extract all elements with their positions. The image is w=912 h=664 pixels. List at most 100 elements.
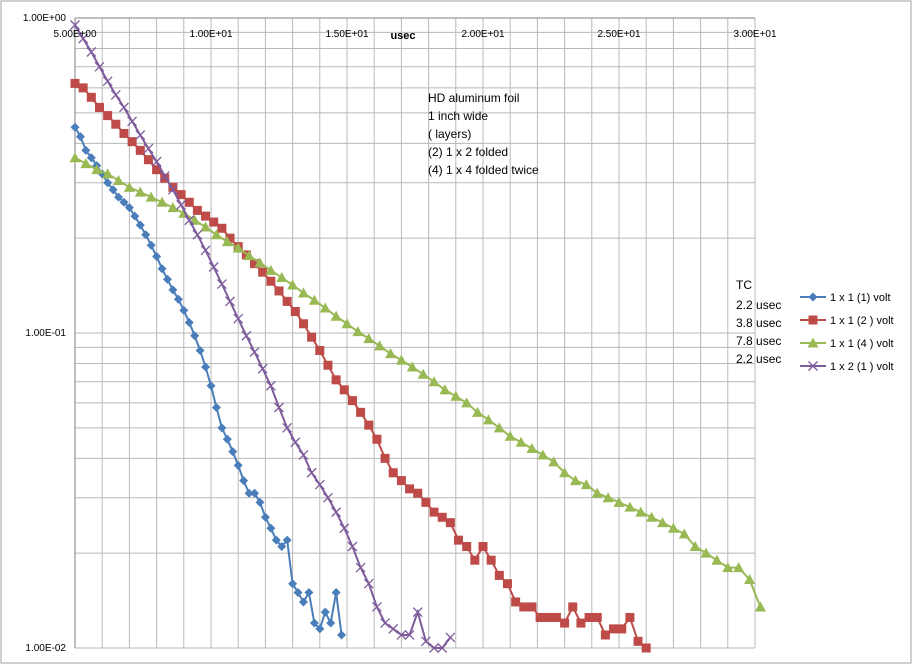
data-point [282, 535, 292, 545]
data-point [559, 467, 571, 478]
data-point [243, 250, 255, 261]
data-point [217, 223, 227, 233]
x-mark-stroke [331, 507, 342, 518]
legend-entry: 1 x 1 (1) volt [800, 292, 891, 304]
x-axis-title: usec [390, 30, 415, 42]
data-point [323, 492, 333, 503]
data-point [208, 262, 219, 272]
data-point [221, 236, 233, 247]
x-mark-stroke [347, 541, 358, 552]
x-tick-label: 1.50E+01 [325, 29, 369, 40]
data-point [461, 397, 473, 408]
x-mark-stroke [167, 184, 178, 195]
x-mark-stroke [249, 347, 260, 358]
data-point [103, 178, 113, 188]
x-mark-stroke [388, 623, 399, 634]
data-point [347, 396, 357, 406]
data-point [347, 541, 358, 552]
annotation-line: (4) 1 x 4 folded twice [428, 163, 539, 177]
data-point [445, 518, 455, 528]
data-point [168, 182, 178, 192]
data-point [277, 542, 287, 552]
data-point [551, 612, 561, 622]
series-layer [69, 20, 766, 653]
data-point [127, 116, 138, 127]
data-point [297, 287, 309, 298]
data-point [454, 535, 464, 545]
data-point [428, 376, 440, 387]
data-point [641, 643, 651, 653]
data-point [156, 196, 168, 207]
tc-value: 3.8 usec [736, 316, 781, 330]
data-point [167, 202, 179, 213]
data-point [689, 541, 701, 552]
data-point [192, 229, 203, 240]
data-point [157, 264, 167, 274]
data-point [395, 354, 407, 365]
data-point [625, 612, 635, 622]
data-point [293, 588, 303, 598]
data-point [127, 137, 137, 147]
data-point [504, 430, 516, 441]
x-mark-stroke [420, 636, 431, 647]
data-point [494, 570, 504, 580]
data-point [152, 165, 162, 175]
annotation-block: HD aluminum foil 1 inch wide ( layers) (2) … [428, 91, 539, 177]
annotation-line: (2) 1 x 2 folded [428, 145, 508, 159]
data-point [290, 307, 300, 317]
data-point [429, 643, 439, 653]
data-point [450, 390, 462, 401]
x-mark-stroke [371, 601, 382, 612]
data-point [486, 555, 496, 565]
x-mark-stroke [200, 245, 211, 256]
data-point [298, 450, 309, 460]
data-point [363, 333, 375, 344]
x-mark-stroke [216, 279, 227, 290]
data-point [282, 422, 293, 433]
data-point [700, 547, 712, 558]
data-point [151, 156, 162, 167]
x-mark-stroke [339, 523, 350, 534]
data-point [282, 296, 292, 306]
x-mark-stroke [445, 632, 456, 643]
data-point [162, 274, 172, 284]
data-point [592, 612, 602, 622]
data-point [667, 522, 679, 533]
data-point [307, 332, 317, 342]
x-mark-stroke [404, 630, 415, 640]
x-mark-stroke [233, 313, 244, 324]
legend-marker [808, 315, 818, 325]
data-point [123, 181, 135, 192]
data-point [290, 437, 301, 448]
data-point [201, 362, 211, 372]
data-point [470, 555, 480, 565]
data-point [239, 476, 249, 486]
data-point [266, 276, 276, 286]
data-point [472, 406, 484, 417]
legend-label: 1 x 1 (4 ) volt [830, 338, 894, 350]
gridlines [74, 17, 756, 649]
legend-label: 1 x 1 (2 ) volt [830, 315, 894, 327]
data-point [260, 512, 270, 522]
x-mark-stroke [151, 156, 162, 167]
tc-block: TC 2.2 usec 3.8 usec 7.8 usec 2.2 usec [736, 278, 781, 366]
data-point [548, 456, 560, 467]
data-point [602, 492, 614, 503]
data-point [168, 285, 178, 295]
data-point [210, 229, 222, 240]
data-point [445, 632, 456, 643]
x-mark-stroke [192, 229, 203, 240]
legend-label: 1 x 1 (1) volt [830, 292, 891, 304]
data-point [146, 240, 156, 250]
data-point [192, 205, 202, 215]
data-point [635, 506, 647, 517]
data-point [254, 257, 266, 268]
data-point [173, 294, 183, 304]
data-point [537, 449, 549, 460]
data-point [421, 497, 431, 507]
x-mark-stroke [355, 562, 366, 573]
data-point [437, 512, 447, 522]
x-mark-stroke [412, 607, 423, 618]
data-point [81, 145, 91, 155]
y-tick-label: 1.00E+00 [23, 13, 67, 24]
